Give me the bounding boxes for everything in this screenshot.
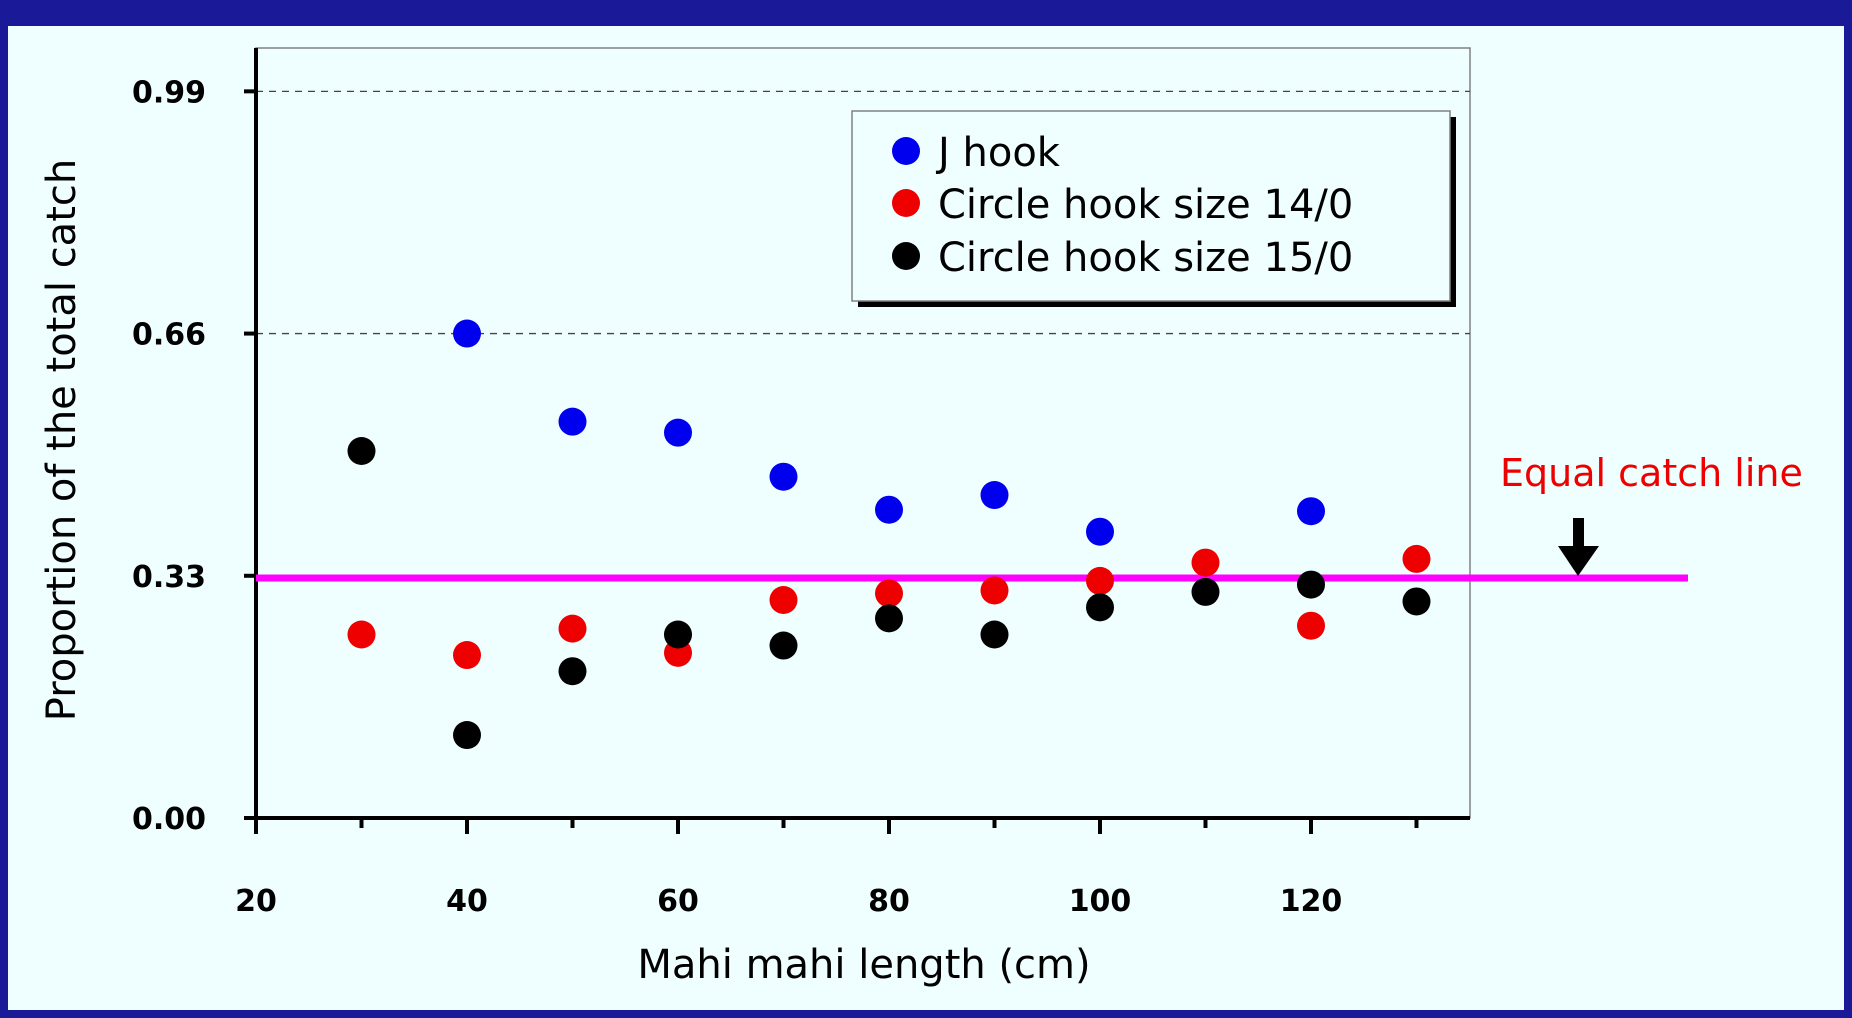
point-j-hook — [769, 462, 798, 491]
point-circle-hook-size-14-0 — [1191, 548, 1220, 577]
y-tick-label: 0.99 — [132, 75, 206, 110]
y-tick-label: 0.33 — [132, 560, 206, 595]
x-tick-label: 100 — [1069, 884, 1132, 919]
point-circle-hook-size-14-0 — [1402, 544, 1431, 573]
legend-label-circle-15: Circle hook size 15/0 — [938, 235, 1353, 281]
y-tick-label: 0.00 — [132, 802, 206, 837]
legend: J hook Circle hook size 14/0 Circle hook… — [851, 110, 1456, 307]
annotation-arrow — [1558, 518, 1599, 576]
x-tick-label: 20 — [235, 884, 277, 919]
y-tick-label: 0.66 — [132, 318, 206, 353]
equal-catch-annotation: Equal catch line — [1500, 451, 1803, 495]
point-j-hook — [558, 407, 587, 436]
point-circle-hook-size-15-0 — [453, 721, 481, 750]
point-circle-hook-size-15-0 — [875, 604, 903, 633]
legend-label-circle-14: Circle hook size 14/0 — [938, 182, 1353, 228]
axis-ticks: 0.00 0.33 0.66 0.99 20 40 60 80 100 120 — [132, 75, 1419, 919]
legend-marker-circle-15 — [892, 242, 920, 270]
point-circle-hook-size-15-0 — [980, 620, 1009, 649]
point-circle-hook-size-14-0 — [347, 620, 376, 649]
point-circle-hook-size-15-0 — [664, 620, 692, 649]
legend-label-j-hook: J hook — [935, 130, 1061, 176]
point-circle-hook-size-14-0 — [980, 576, 1009, 605]
data-points — [347, 319, 1431, 750]
point-circle-hook-size-14-0 — [875, 579, 903, 608]
y-axis-title: Proportion of the total catch — [39, 159, 85, 721]
x-tick-label: 120 — [1280, 884, 1343, 919]
arrow-head — [1558, 546, 1599, 576]
point-circle-hook-size-15-0 — [1402, 587, 1431, 616]
point-j-hook — [1086, 517, 1114, 546]
point-j-hook — [453, 319, 481, 348]
point-circle-hook-size-15-0 — [1297, 570, 1325, 599]
point-j-hook — [980, 481, 1009, 510]
point-circle-hook-size-15-0 — [347, 437, 376, 465]
x-axis-title: Mahi mahi length (cm) — [637, 942, 1090, 988]
point-circle-hook-size-14-0 — [1086, 566, 1114, 595]
point-circle-hook-size-14-0 — [769, 586, 798, 615]
point-circle-hook-size-15-0 — [769, 631, 798, 660]
point-j-hook — [664, 418, 692, 447]
point-circle-hook-size-15-0 — [558, 657, 587, 686]
point-circle-hook-size-15-0 — [1086, 593, 1114, 622]
point-circle-hook-size-15-0 — [1191, 577, 1220, 606]
arrow-shaft — [1573, 518, 1584, 548]
point-j-hook — [1297, 497, 1325, 526]
legend-marker-circle-14 — [892, 189, 920, 217]
x-tick-label: 40 — [446, 884, 488, 919]
legend-marker-j-hook — [892, 137, 920, 165]
legend-box — [851, 110, 1451, 302]
point-circle-hook-size-14-0 — [1297, 611, 1325, 640]
point-circle-hook-size-14-0 — [558, 614, 587, 643]
point-circle-hook-size-14-0 — [453, 641, 481, 670]
x-tick-label: 80 — [868, 884, 910, 919]
point-j-hook — [875, 495, 903, 524]
x-tick-label: 60 — [657, 884, 699, 919]
